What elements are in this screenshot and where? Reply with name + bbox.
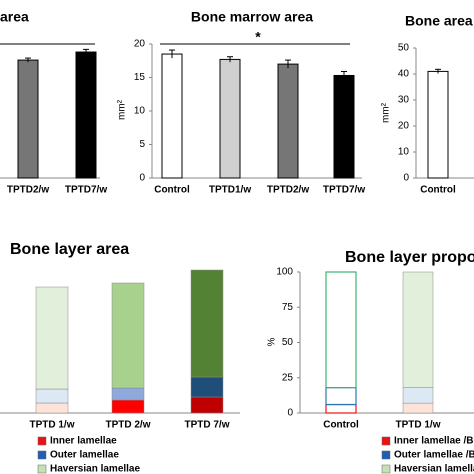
annotation: * (255, 29, 261, 45)
legend-label: Outer lamellae /Bo (394, 450, 474, 461)
y-tick-label: 0 (139, 173, 145, 184)
chart-title: Bone area (405, 13, 473, 29)
y-tick-label: 10 (134, 106, 146, 117)
legend-swatch (381, 436, 391, 446)
bar-segment (190, 269, 224, 378)
chart-title: area (0, 9, 29, 25)
x-tick-label: TPTD 7/w (184, 420, 229, 431)
bar (161, 53, 183, 179)
bar-segment (325, 403, 357, 414)
bar-segment (402, 387, 434, 404)
bar-segment (35, 388, 69, 404)
y-tick-label: 10 (398, 147, 410, 158)
y-tick-label: 5 (139, 139, 145, 150)
bar-segment (111, 387, 145, 401)
bar (219, 58, 241, 179)
legend-swatch (381, 464, 391, 474)
x-tick-label: TPTD7/w (65, 185, 107, 196)
x-tick-label: TPTD7/w (323, 185, 365, 196)
legend-swatch (37, 464, 47, 474)
legend-swatch (381, 450, 391, 460)
x-tick-label: TPTD2/w (7, 185, 49, 196)
x-tick-label: TPTD 1/w (29, 420, 74, 431)
bar-segment (111, 282, 145, 389)
y-tick-label: 30 (398, 95, 410, 106)
y-axis-label: mm² (117, 99, 128, 120)
y-tick-label: 40 (398, 69, 410, 80)
x-tick-label: Control (154, 185, 190, 196)
legend-label: Haversian lamellae (394, 464, 474, 474)
bar (75, 51, 97, 179)
y-tick-label: 25 (282, 372, 294, 383)
y-tick-label: 0 (287, 408, 293, 419)
bar-segment (111, 399, 145, 414)
legend-label: Inner lamellae (50, 436, 117, 447)
x-tick-label: TPTD2/w (267, 185, 309, 196)
y-tick-label: 75 (282, 302, 294, 313)
y-tick-label: 100 (276, 267, 293, 278)
bar-segment (402, 271, 434, 388)
y-tick-label: 50 (282, 337, 294, 348)
bar-segment (35, 402, 69, 414)
legend-label: Outer lamellae (50, 450, 119, 461)
chart-title: Bone layer propo (345, 249, 474, 266)
chart-title: Bone marrow area (191, 9, 313, 25)
x-tick-label: Control (323, 420, 359, 431)
legend-swatch (37, 450, 47, 460)
y-tick-label: 0 (403, 173, 409, 184)
bar (333, 74, 355, 179)
bar (427, 70, 449, 179)
y-tick-label: 20 (398, 121, 410, 132)
x-tick-label: TPTD1/w (209, 185, 251, 196)
legend-swatch (37, 436, 47, 446)
bar (277, 63, 299, 179)
y-tick-label: 15 (134, 72, 146, 83)
bar-segment (402, 402, 434, 414)
x-tick-label: TPTD 1/w (395, 420, 440, 431)
y-axis-label: mm² (381, 102, 392, 123)
bar-segment (325, 271, 357, 389)
bar-segment (190, 376, 224, 398)
x-tick-label: TPTD 2/w (105, 420, 150, 431)
legend-label: Haversian lamellae (50, 464, 140, 474)
chart-title: Bone layer area (10, 241, 129, 258)
y-tick-label: 50 (398, 43, 410, 54)
bar-segment (325, 387, 357, 406)
bar-segment (35, 286, 69, 390)
x-tick-label: Control (420, 185, 456, 196)
bar (17, 59, 39, 179)
y-tick-label: 20 (134, 39, 146, 50)
y-axis-label: % (267, 337, 278, 346)
legend-label: Inner lamellae /Bo (394, 436, 474, 447)
bar-segment (190, 396, 224, 414)
